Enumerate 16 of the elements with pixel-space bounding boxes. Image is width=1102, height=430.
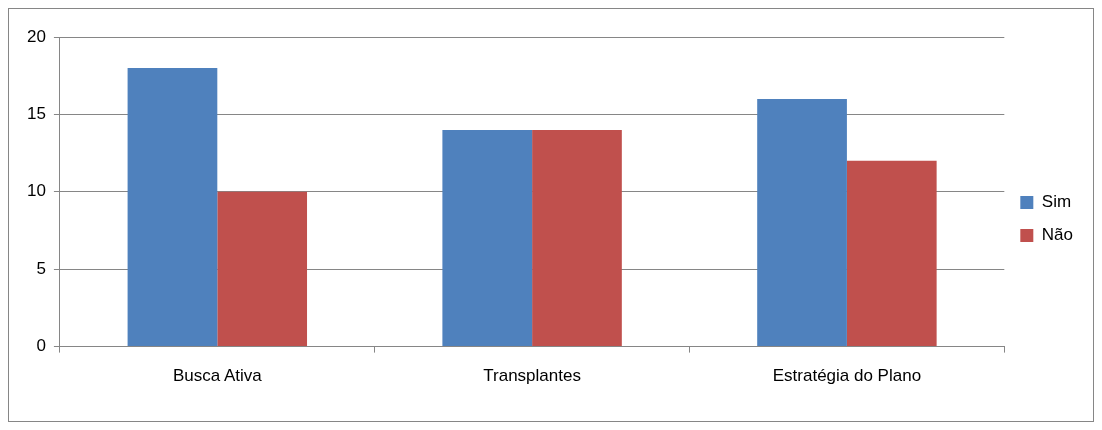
y-tick-label: 0 [36, 336, 46, 356]
legend-label: Não [1041, 225, 1073, 245]
y-tick-label: 10 [26, 181, 46, 201]
y-tick-label: 15 [26, 104, 46, 124]
bar [442, 129, 533, 347]
bar [757, 98, 847, 347]
y-tick-label: 5 [36, 258, 46, 278]
bar [217, 191, 308, 347]
x-tick-label: Busca Ativa [172, 366, 263, 386]
bar [846, 160, 937, 347]
legend-label: Sim [1041, 192, 1072, 212]
y-tick-label: 20 [26, 26, 46, 46]
bar [532, 129, 622, 347]
bar [127, 67, 218, 347]
x-tick-label: Transplantes [483, 366, 581, 386]
x-tick-label: Estratégia do Plano [772, 366, 922, 386]
